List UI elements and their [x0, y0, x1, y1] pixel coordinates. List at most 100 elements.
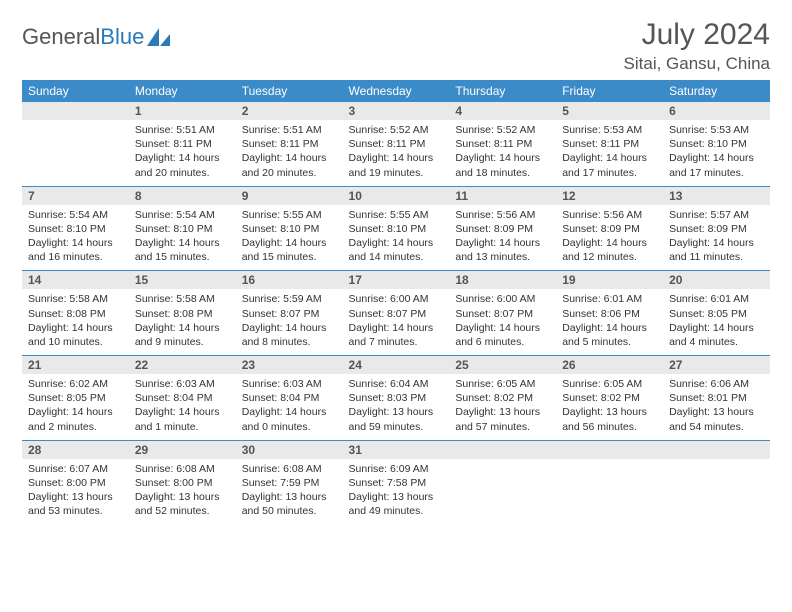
daylight-text: and 59 minutes. — [349, 420, 444, 434]
daylight-text: Daylight: 14 hours — [349, 151, 444, 165]
sail-icon — [146, 26, 172, 48]
sunset-text: Sunset: 8:05 PM — [28, 391, 123, 405]
daylight-text: Daylight: 14 hours — [562, 236, 657, 250]
day-number: 16 — [236, 271, 343, 289]
sunset-text: Sunset: 8:04 PM — [242, 391, 337, 405]
daylight-text: and 8 minutes. — [242, 335, 337, 349]
daylight-text: and 20 minutes. — [135, 166, 230, 180]
day-cell: Sunrise: 6:03 AMSunset: 8:04 PMDaylight:… — [129, 374, 236, 440]
daylight-text: and 19 minutes. — [349, 166, 444, 180]
day-cell: Sunrise: 5:53 AMSunset: 8:11 PMDaylight:… — [556, 120, 663, 186]
daylight-text: and 57 minutes. — [455, 420, 550, 434]
day-number: 10 — [343, 187, 450, 205]
daylight-text: Daylight: 14 hours — [242, 236, 337, 250]
day-number: 28 — [22, 441, 129, 459]
sunset-text: Sunset: 8:02 PM — [562, 391, 657, 405]
daylight-text: Daylight: 13 hours — [28, 490, 123, 504]
sunrise-text: Sunrise: 6:07 AM — [28, 462, 123, 476]
sunrise-text: Sunrise: 5:56 AM — [455, 208, 550, 222]
day-number: 27 — [663, 356, 770, 374]
day-cell: Sunrise: 5:55 AMSunset: 8:10 PMDaylight:… — [236, 205, 343, 271]
sunset-text: Sunset: 8:11 PM — [349, 137, 444, 151]
daylight-text: Daylight: 14 hours — [562, 151, 657, 165]
day-number-row: 28293031 — [22, 441, 770, 459]
day-number: 7 — [22, 187, 129, 205]
day-number: 18 — [449, 271, 556, 289]
brand-name-blue: Blue — [100, 24, 144, 49]
daylight-text: and 16 minutes. — [28, 250, 123, 264]
sunset-text: Sunset: 8:01 PM — [669, 391, 764, 405]
day-details-row: Sunrise: 6:02 AMSunset: 8:05 PMDaylight:… — [22, 374, 770, 440]
daylight-text: Daylight: 14 hours — [455, 151, 550, 165]
dow-thursday: Thursday — [449, 80, 556, 102]
day-cell: Sunrise: 5:58 AMSunset: 8:08 PMDaylight:… — [129, 289, 236, 355]
sunrise-text: Sunrise: 6:05 AM — [562, 377, 657, 391]
day-cell: Sunrise: 6:00 AMSunset: 8:07 PMDaylight:… — [343, 289, 450, 355]
day-number: 26 — [556, 356, 663, 374]
dow-tuesday: Tuesday — [236, 80, 343, 102]
daylight-text: and 49 minutes. — [349, 504, 444, 518]
daylight-text: Daylight: 14 hours — [28, 405, 123, 419]
day-number: 31 — [343, 441, 450, 459]
sunrise-text: Sunrise: 5:54 AM — [135, 208, 230, 222]
day-number: 5 — [556, 102, 663, 120]
sunset-text: Sunset: 8:08 PM — [135, 307, 230, 321]
sunset-text: Sunset: 8:06 PM — [562, 307, 657, 321]
sunrise-text: Sunrise: 5:55 AM — [349, 208, 444, 222]
daylight-text: and 1 minute. — [135, 420, 230, 434]
dow-sunday: Sunday — [22, 80, 129, 102]
day-cell: Sunrise: 6:08 AMSunset: 7:59 PMDaylight:… — [236, 459, 343, 525]
sunset-text: Sunset: 7:59 PM — [242, 476, 337, 490]
day-cell: Sunrise: 5:51 AMSunset: 8:11 PMDaylight:… — [236, 120, 343, 186]
daylight-text: Daylight: 14 hours — [669, 321, 764, 335]
day-number: 11 — [449, 187, 556, 205]
daylight-text: and 4 minutes. — [669, 335, 764, 349]
day-cell: Sunrise: 5:54 AMSunset: 8:10 PMDaylight:… — [22, 205, 129, 271]
day-cell: Sunrise: 6:00 AMSunset: 8:07 PMDaylight:… — [449, 289, 556, 355]
day-number: 12 — [556, 187, 663, 205]
day-cell: Sunrise: 6:06 AMSunset: 8:01 PMDaylight:… — [663, 374, 770, 440]
daylight-text: and 12 minutes. — [562, 250, 657, 264]
calendar-body: 123456Sunrise: 5:51 AMSunset: 8:11 PMDay… — [22, 102, 770, 524]
day-number: 21 — [22, 356, 129, 374]
day-number — [22, 102, 129, 120]
day-cell: Sunrise: 5:59 AMSunset: 8:07 PMDaylight:… — [236, 289, 343, 355]
sunset-text: Sunset: 8:11 PM — [242, 137, 337, 151]
sunrise-text: Sunrise: 5:57 AM — [669, 208, 764, 222]
brand-name: GeneralBlue — [22, 24, 144, 50]
daylight-text: Daylight: 14 hours — [562, 321, 657, 335]
day-cell: Sunrise: 5:51 AMSunset: 8:11 PMDaylight:… — [129, 120, 236, 186]
sunset-text: Sunset: 8:07 PM — [455, 307, 550, 321]
day-details-row: Sunrise: 5:58 AMSunset: 8:08 PM Daylight:… — [22, 289, 770, 355]
sunrise-text: Sunrise: 6:01 AM — [562, 292, 657, 306]
daylight-text: and 9 minutes. — [135, 335, 230, 349]
day-cell: Sunrise: 6:03 AMSunset: 8:04 PMDaylight:… — [236, 374, 343, 440]
day-number: 20 — [663, 271, 770, 289]
sunrise-text: Sunrise: 5:51 AM — [135, 123, 230, 137]
daylight-text: and 14 minutes. — [349, 250, 444, 264]
day-cell: Sunrise: 5:52 AMSunset: 8:11 PMDaylight:… — [343, 120, 450, 186]
day-number: 9 — [236, 187, 343, 205]
day-number: 22 — [129, 356, 236, 374]
day-number: 6 — [663, 102, 770, 120]
sunrise-text: Sunrise: 5:51 AM — [242, 123, 337, 137]
sunset-text: Sunset: 7:58 PM — [349, 476, 444, 490]
day-cell: Sunrise: 5:55 AMSunset: 8:10 PMDaylight:… — [343, 205, 450, 271]
daylight-text: Daylight: 14 hours — [349, 321, 444, 335]
sunrise-text: Sunrise: 5:59 AM — [242, 292, 337, 306]
day-details-row: Sunrise: 6:07 AMSunset: 8:00 PMDaylight:… — [22, 459, 770, 525]
daylight-text: Daylight: 13 hours — [242, 490, 337, 504]
day-cell: Sunrise: 5:54 AMSunset: 8:10 PMDaylight:… — [129, 205, 236, 271]
sunrise-text: Sunrise: 5:58 AM — [135, 292, 230, 306]
daylight-text: and 7 minutes. — [349, 335, 444, 349]
sunrise-text: Sunrise: 5:54 AM — [28, 208, 123, 222]
sunrise-text: Sunrise: 6:04 AM — [349, 377, 444, 391]
day-cell: Sunrise: 6:01 AMSunset: 8:05 PMDaylight:… — [663, 289, 770, 355]
sunset-text: Sunset: 8:05 PM — [669, 307, 764, 321]
sunrise-text: Sunrise: 6:05 AM — [455, 377, 550, 391]
sunrise-text: Sunrise: 5:53 AM — [562, 123, 657, 137]
day-number: 30 — [236, 441, 343, 459]
daylight-text: and 11 minutes. — [669, 250, 764, 264]
sunrise-text: Sunrise: 5:53 AM — [669, 123, 764, 137]
dow-wednesday: Wednesday — [343, 80, 450, 102]
